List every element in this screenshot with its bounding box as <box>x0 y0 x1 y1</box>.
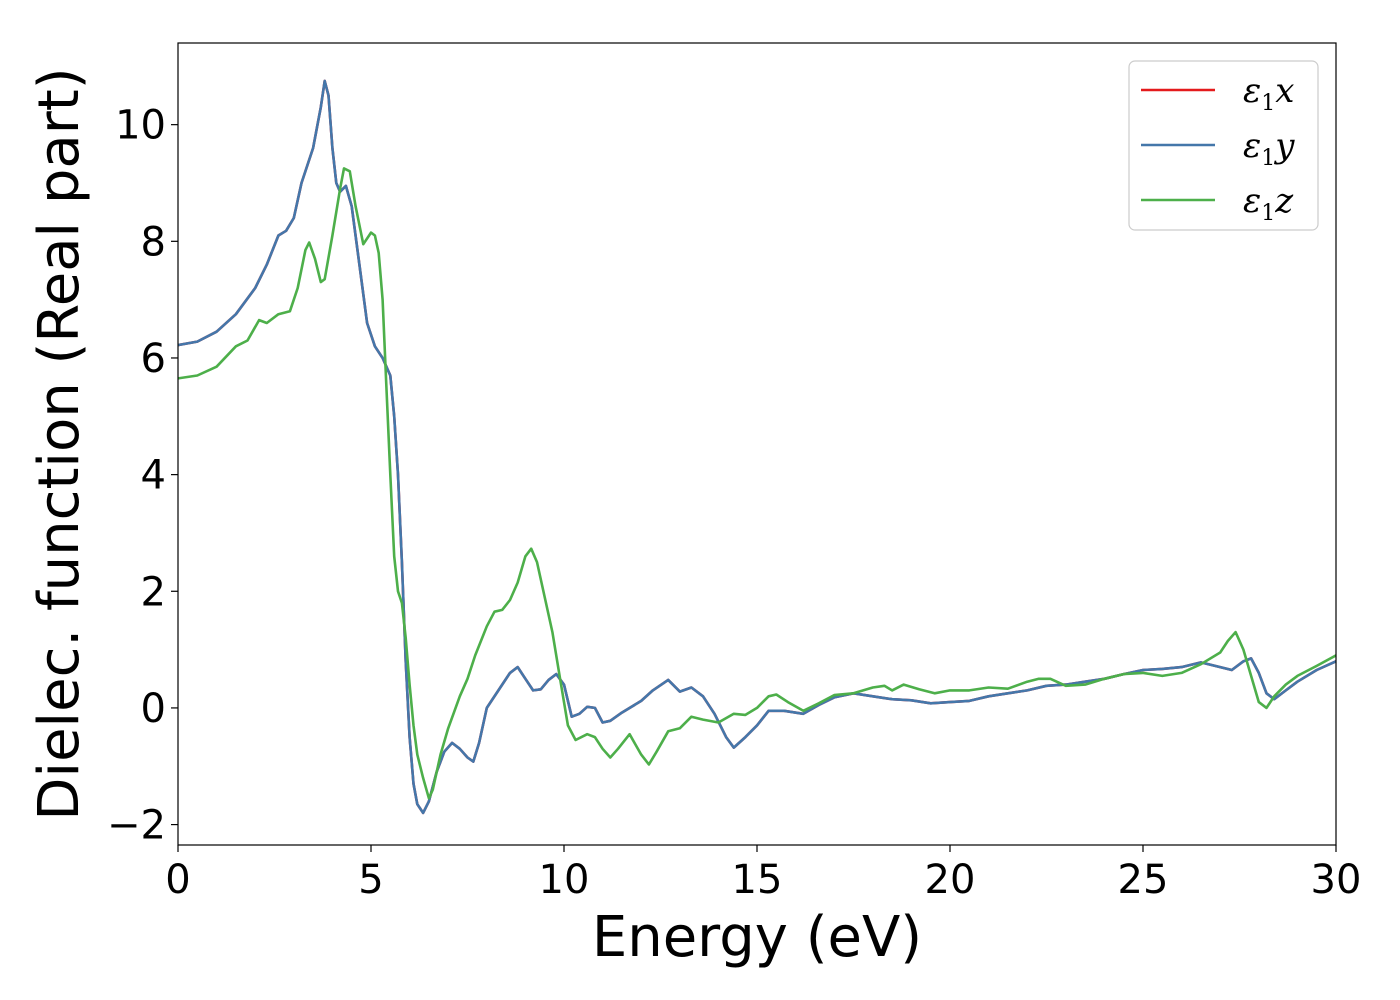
series-line-2 <box>178 79 1336 815</box>
legend-label-3: ε1z <box>1243 181 1294 226</box>
x-tick-label: 10 <box>539 857 590 903</box>
y-tick-label: 6 <box>141 336 166 382</box>
y-tick-label: 4 <box>141 453 166 499</box>
y-tick-label: 8 <box>141 219 166 265</box>
legend-label-2: ε1y <box>1243 126 1295 171</box>
y-tick-label: −2 <box>107 803 166 849</box>
x-tick-label: 0 <box>165 857 190 903</box>
y-axis: −2 0 2 4 6 8 10 <box>107 103 178 849</box>
y-tick-label: 2 <box>141 569 166 615</box>
legend-box <box>1128 60 1319 231</box>
x-tick-label: 5 <box>358 857 383 903</box>
legend: ε1x ε1y ε1z <box>1128 60 1319 231</box>
x-tick-label: 15 <box>732 857 783 903</box>
x-tick-label: 20 <box>925 857 976 903</box>
series-line-3 <box>178 167 1336 800</box>
x-axis-title: Energy (eV) <box>592 905 922 970</box>
series-layer <box>178 79 1336 815</box>
x-tick-label: 25 <box>1118 857 1169 903</box>
legend-label-1: ε1x <box>1243 71 1294 116</box>
x-tick-label: 30 <box>1311 857 1362 903</box>
y-tick-label: 10 <box>115 103 166 149</box>
y-axis-title: Dielec. function (Real part) <box>27 67 92 820</box>
y-tick-label: 0 <box>141 686 166 732</box>
x-axis: 0 5 10 15 20 25 30 <box>165 845 1361 903</box>
